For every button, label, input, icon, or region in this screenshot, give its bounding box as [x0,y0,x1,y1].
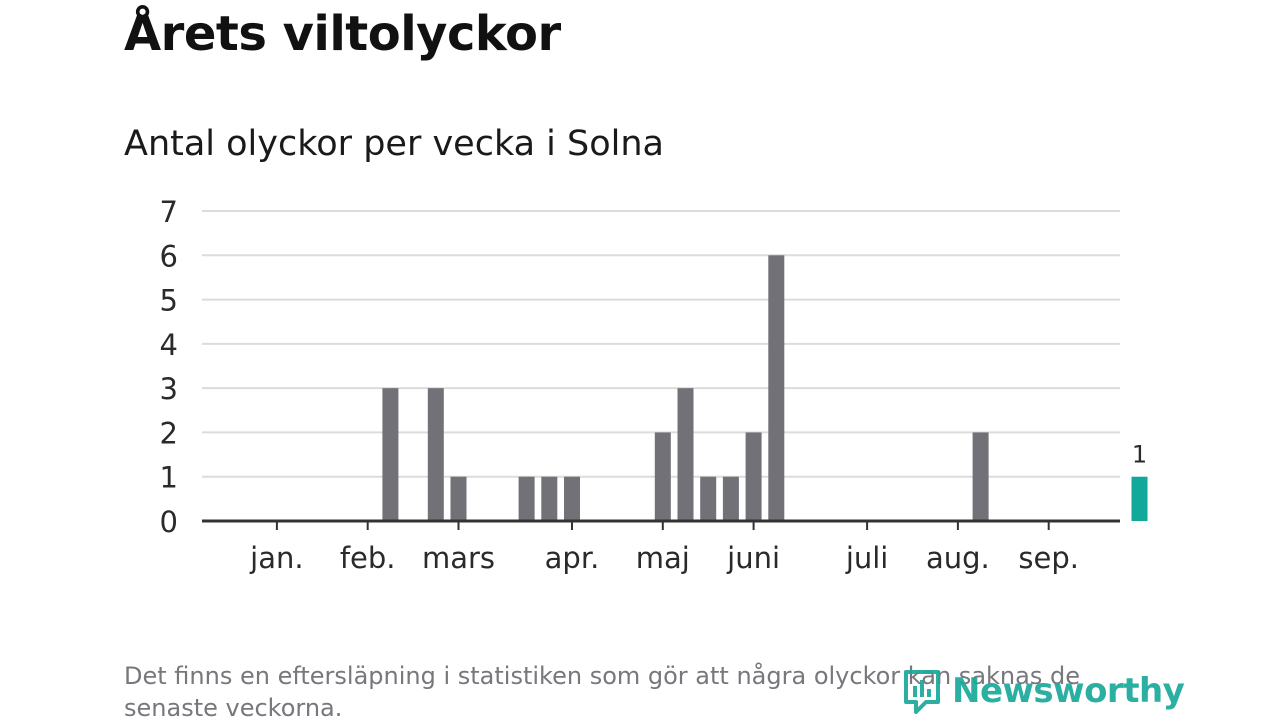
bar [1131,476,1148,521]
bar [427,388,444,521]
x-tick-label: juni [726,541,780,575]
x-tick-label: jan. [249,541,303,575]
bar [700,476,717,521]
chart-title: Årets viltolyckor [124,6,561,62]
bar [564,476,580,521]
y-tick-label: 2 [160,416,178,450]
bar [450,476,467,521]
bar [972,432,989,521]
bar [654,432,671,521]
x-tick-label: aug. [926,541,990,575]
bar [768,255,785,522]
y-tick-label: 5 [160,284,178,318]
bar [677,388,694,521]
bar [382,388,399,521]
y-tick-label: 0 [160,505,178,539]
footnote: Det finns en eftersläpning i statistiken… [124,662,1080,722]
newsworthy-logo-text: Newsworthy [952,671,1185,711]
x-tick-label: apr. [545,541,600,575]
x-tick-label: feb. [340,541,396,575]
y-tick-label: 6 [160,239,178,273]
bar [518,476,535,521]
bar [541,476,558,521]
bar [722,476,739,521]
y-tick-label: 4 [160,328,178,362]
newsworthy-logo-icon [904,670,940,714]
x-tick-label: maj [636,541,690,575]
newsworthy-logo: Newsworthy [902,668,1185,714]
bar [745,432,762,521]
x-tick-label: mars [422,541,495,575]
y-tick-label: 1 [160,461,178,495]
x-tick-label: sep. [1018,541,1079,575]
y-tick-label: 7 [160,195,178,229]
y-tick-label: 3 [160,372,178,406]
x-tick-label: juli [845,541,889,575]
data-label: 1 [1132,441,1147,469]
chart-subtitle: Antal olyckor per vecka i Solna [124,124,665,164]
